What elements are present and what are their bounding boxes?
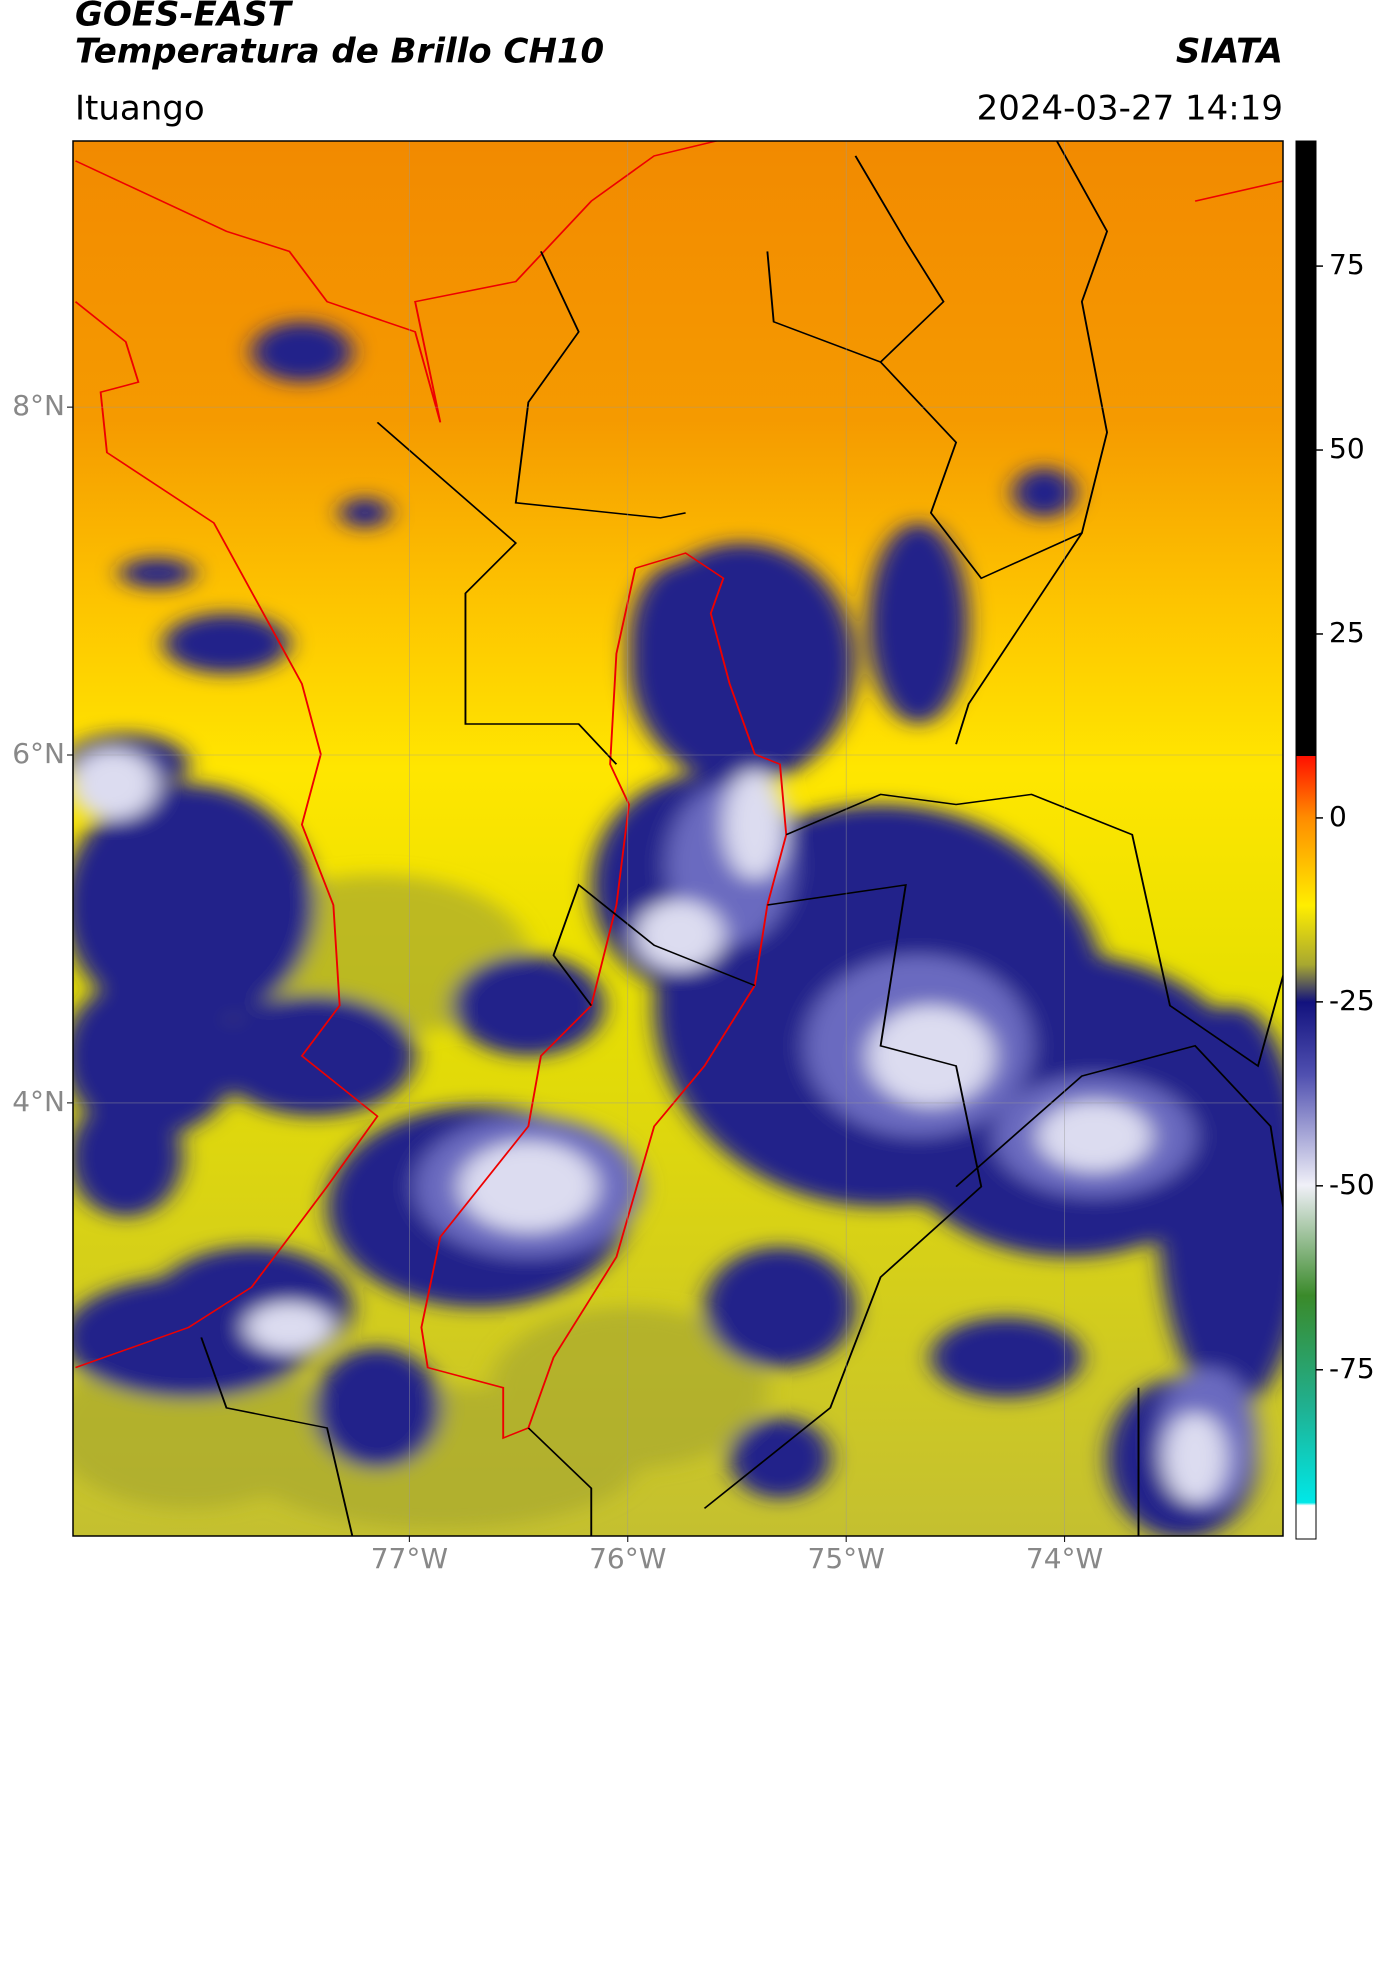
subtitle: Temperatura de Brillo CH10: [75, 32, 604, 72]
colorbar-tick-label: -50: [1329, 1168, 1375, 1201]
source: SIATA: [1176, 32, 1283, 72]
x-tick-label: 77°W: [371, 1542, 448, 1575]
y-tick-label: 8°N: [12, 389, 65, 422]
title: GOES-EAST: [75, 0, 294, 35]
colorbar: [1295, 140, 1317, 1540]
imagery: [72, 140, 1284, 1536]
colorbar-tick-label: 75: [1329, 248, 1365, 281]
colorbar-tick-label: -25: [1329, 984, 1375, 1017]
colorbar-tick-label: 25: [1329, 616, 1365, 649]
colorbar-tick-label: -75: [1329, 1352, 1375, 1385]
datetime: 2024-03-27 14:19: [977, 89, 1283, 129]
x-tick-label: 75°W: [808, 1542, 885, 1575]
axes: [73, 141, 1283, 1536]
y-tick-label: 4°N: [12, 1085, 65, 1118]
map-frame: [72, 140, 1284, 1537]
colorbar-tick-label: 0: [1329, 800, 1347, 833]
colorbar-tick-label: 50: [1329, 432, 1365, 465]
x-tick-label: 74°W: [1026, 1542, 1103, 1575]
map: [72, 140, 1284, 1536]
location: Ituango: [75, 89, 205, 129]
x-tick-label: 76°W: [589, 1542, 666, 1575]
borders: [74, 140, 1284, 1536]
y-tick-label: 6°N: [12, 737, 65, 770]
